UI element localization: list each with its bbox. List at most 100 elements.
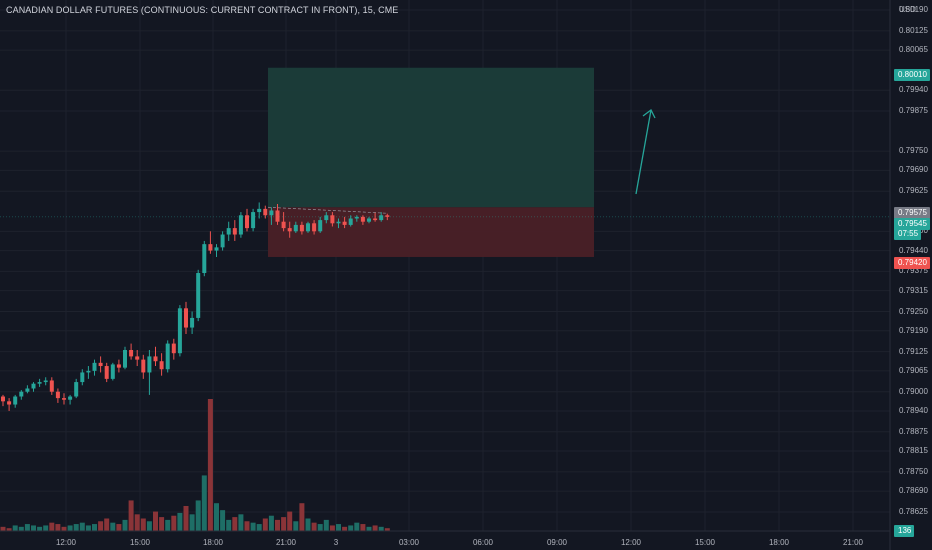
volume-bar [384, 528, 390, 531]
take-profit-zone[interactable] [268, 67, 594, 208]
candle-body [171, 343, 176, 354]
volume-bar [311, 522, 317, 531]
time-tick-label: 12:00 [55, 538, 77, 547]
candle-body [263, 208, 268, 216]
volume-bar [79, 522, 85, 531]
candle-body [104, 366, 109, 379]
time-tick-label: 15:00 [694, 538, 716, 547]
candle-body [330, 215, 335, 224]
price-tick-label: 0.78815 [899, 446, 928, 456]
candle-body [74, 382, 79, 397]
volume-bar [336, 524, 341, 531]
candle-body [245, 215, 249, 229]
candle-body [177, 308, 182, 354]
price-tick-label: 0.79690 [899, 165, 928, 175]
price-tick-label: 0.79125 [899, 346, 928, 356]
price-tick-label: 0.79625 [899, 186, 928, 196]
arrow-head-icon [642, 109, 656, 119]
candle-body [86, 370, 91, 373]
candle-body [37, 382, 42, 384]
candlestick-series [1, 202, 390, 411]
candle-body [110, 364, 115, 379]
price-tick-label: 0.79065 [899, 365, 928, 375]
volume-bar [122, 519, 128, 531]
volume-bar [214, 503, 219, 531]
stop-loss-tag: 0.79420 [894, 257, 930, 269]
price-tick-label: 0.80125 [899, 25, 928, 35]
candle-body [281, 221, 286, 229]
candle-body [190, 317, 195, 328]
arrow-shaft [635, 109, 652, 195]
time-tick-label: 12:00 [620, 538, 642, 547]
candle-body [55, 391, 60, 399]
candle-body [318, 220, 323, 232]
candle-body [226, 228, 231, 235]
volume-bar [275, 519, 280, 531]
volume-bar [171, 515, 177, 531]
candle-body [196, 273, 201, 318]
candle-body [147, 356, 152, 373]
volume-bar [24, 524, 30, 531]
volume-bar [201, 475, 207, 531]
price-tick-label: 0.78875 [899, 426, 928, 436]
candle-body [49, 380, 54, 392]
volume-bar [226, 519, 232, 531]
volume-bar [189, 514, 195, 531]
candle-body [360, 216, 365, 222]
price-tick-label: 0.78625 [899, 506, 928, 516]
volume-bar [31, 525, 36, 531]
candle-body [184, 308, 188, 328]
volume-tag: 136 [894, 525, 915, 537]
volume-bar [262, 518, 268, 531]
time-tick-label: 03:00 [398, 538, 420, 547]
time-tick-label: 21:00 [275, 538, 297, 547]
projection-arrow[interactable] [635, 109, 656, 195]
price-tick-label: 0.79250 [899, 306, 928, 316]
time-tick-label: 3 [333, 538, 339, 547]
volume-bar [116, 524, 122, 531]
candle-body [141, 359, 146, 373]
candle-body [269, 210, 274, 216]
candle-body [165, 343, 170, 370]
stop-loss-zone[interactable] [268, 207, 594, 257]
last-price-tag: 0.79545 [894, 218, 930, 230]
candle-body [202, 244, 207, 274]
volume-bar [207, 399, 213, 531]
volume-bar [146, 521, 152, 531]
volume-bar [12, 525, 18, 531]
volume-bar [244, 521, 250, 531]
candle-body [220, 234, 225, 248]
volume-bar [287, 511, 293, 531]
price-tick-label: 0.79000 [899, 386, 928, 396]
candle-body [287, 228, 292, 232]
take-profit-tag: 0.80010 [894, 69, 930, 81]
price-tick-label: 0.79375 [899, 266, 928, 276]
volume-bar [159, 517, 165, 531]
candle-body [324, 215, 329, 221]
volume-bar [372, 525, 378, 531]
candle-body [293, 224, 298, 232]
candle-body [257, 208, 262, 213]
candle-body [208, 244, 213, 251]
candle-body [367, 218, 371, 222]
price-tick-label: 0.80190 [899, 5, 928, 14]
volume-bar [305, 518, 311, 531]
volume-bar [140, 518, 146, 531]
volume-bar [323, 519, 329, 531]
candle-body [43, 380, 48, 383]
volume-bar [378, 526, 384, 531]
volume-bar [0, 526, 6, 531]
volume-bar [195, 500, 201, 531]
price-tick-label: 0.79875 [899, 106, 928, 116]
price-tick-label: 0.79940 [899, 85, 928, 95]
axis-currency[interactable]: USD [899, 5, 916, 14]
candle-body [159, 361, 164, 370]
volume-bar [43, 525, 49, 531]
price-tick-label: 0.78750 [899, 466, 928, 476]
volume-bar [317, 524, 323, 531]
symbol-title[interactable]: CANADIAN DOLLAR FUTURES (CONTINUOUS: CUR… [6, 5, 399, 15]
candle-body [336, 221, 341, 224]
volume-bar [366, 526, 372, 531]
volume-bar [268, 515, 274, 531]
